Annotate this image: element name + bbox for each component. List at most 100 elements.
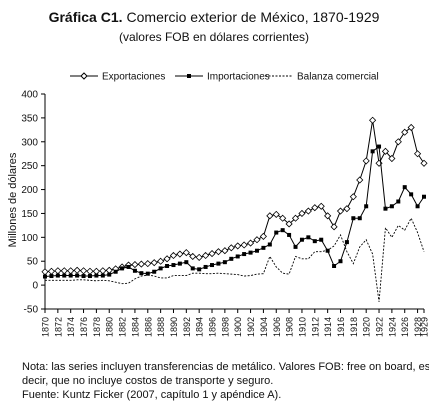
point [210, 263, 215, 268]
y-axis-label: Millones de dólares [7, 152, 19, 247]
point [349, 193, 357, 201]
x-tick-label: 1872 [53, 317, 63, 337]
point [388, 154, 396, 163]
point [242, 252, 247, 257]
point [86, 267, 94, 275]
point [214, 248, 223, 256]
point [343, 205, 351, 213]
y-tick-label: 50 [27, 257, 39, 268]
legend-label: Importaciones [207, 72, 270, 83]
y-tick-label: 350 [21, 113, 38, 124]
x-tick-label: 1876 [79, 317, 89, 337]
point [222, 260, 227, 265]
point [184, 260, 189, 265]
point [43, 274, 47, 279]
point [62, 273, 67, 278]
point [420, 159, 428, 167]
point [389, 204, 394, 209]
point [203, 264, 208, 269]
x-tick-label: 1896 [208, 317, 218, 337]
point [240, 241, 248, 249]
point [259, 232, 267, 240]
x-tick-label: 1886 [143, 317, 153, 337]
point [54, 267, 62, 275]
series-line [44, 145, 425, 278]
point [67, 267, 75, 275]
x-tick-label: 1910 [297, 317, 307, 337]
x-tick-label: 1882 [118, 317, 128, 337]
point [234, 242, 242, 250]
y-tick-label: 300 [21, 137, 38, 148]
point [75, 273, 80, 278]
point [235, 254, 240, 259]
point [422, 194, 426, 199]
point [383, 206, 388, 211]
point [330, 223, 338, 231]
point [177, 261, 182, 266]
point [267, 242, 272, 247]
point [414, 150, 422, 158]
point [272, 210, 280, 218]
x-tick-label: 1878 [92, 317, 102, 337]
y-tick-label: 0 [32, 281, 38, 292]
point [246, 239, 255, 247]
point [144, 260, 152, 268]
point [291, 214, 300, 222]
x-tick-label: 1924 [387, 317, 397, 337]
point [157, 257, 165, 265]
point [317, 202, 325, 210]
point [171, 263, 176, 268]
point [41, 268, 49, 276]
x-tick-label: 1880 [105, 317, 115, 337]
point [319, 237, 324, 242]
point [248, 250, 253, 255]
point [189, 252, 197, 261]
x-tick-label: 1908 [285, 317, 295, 337]
point [47, 267, 55, 275]
note: decir, que no incluye costos de transpor… [22, 375, 273, 387]
title-label: Gráfica C1. [49, 9, 123, 25]
point [68, 273, 73, 278]
legend-label: Balanza comercial [297, 72, 379, 83]
x-tick-label: 1888 [156, 317, 166, 337]
point [87, 274, 92, 279]
point [306, 235, 311, 240]
note: Fuente: Kuntz Ficker (2007, capítulo 1 y… [22, 389, 281, 401]
point [139, 271, 144, 276]
point [362, 157, 370, 165]
x-tick-label: 1928 [413, 317, 423, 337]
point [356, 176, 364, 184]
point [227, 244, 235, 252]
point [415, 204, 420, 209]
point [49, 274, 54, 279]
point [298, 209, 306, 218]
x-tick-label: 1902 [246, 317, 256, 337]
x-tick-label: 1914 [323, 317, 333, 337]
point [311, 204, 319, 212]
point [100, 273, 105, 278]
x-tick-label: 1922 [375, 317, 385, 337]
point [221, 247, 229, 255]
y-tick-label: 250 [21, 161, 38, 172]
point [169, 251, 178, 260]
point [202, 251, 210, 260]
point [324, 212, 332, 220]
point [274, 230, 279, 235]
point [107, 272, 112, 277]
point [131, 261, 139, 269]
point [81, 274, 86, 279]
point [304, 207, 312, 215]
point [182, 249, 190, 257]
point [113, 269, 118, 274]
point [145, 271, 150, 276]
x-tick-label: 1894 [195, 317, 205, 337]
x-tick-label: 1926 [400, 317, 410, 337]
legend-label: Exportaciones [102, 72, 165, 83]
point [369, 116, 377, 124]
x-tick-label: 1900 [233, 317, 243, 337]
point [338, 259, 343, 264]
point [407, 123, 415, 132]
point [370, 149, 375, 154]
point [176, 250, 184, 258]
